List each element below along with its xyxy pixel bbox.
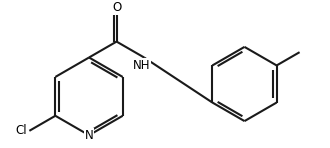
Text: NH: NH (133, 59, 150, 72)
Text: N: N (85, 129, 93, 142)
Text: Cl: Cl (16, 124, 27, 137)
Text: O: O (112, 1, 121, 14)
